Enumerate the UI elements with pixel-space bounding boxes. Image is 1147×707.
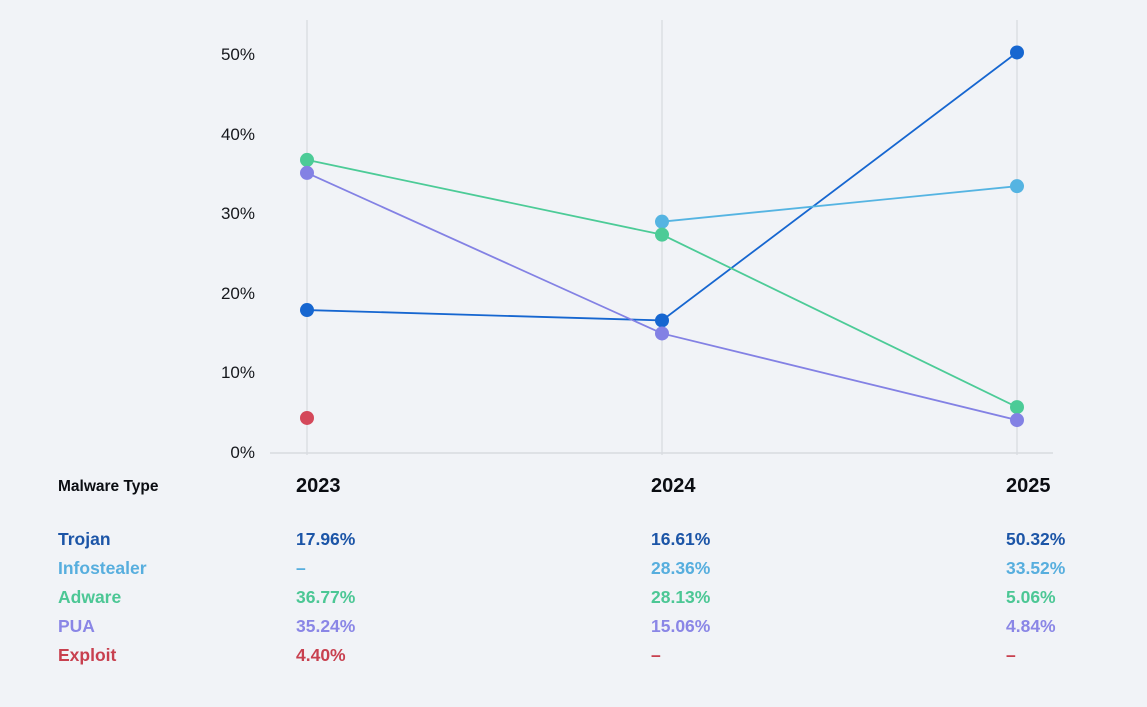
data-point-pua-2023 xyxy=(300,165,314,180)
y-tick-label-40%: 40% xyxy=(220,124,255,144)
y-tick-label-50%: 50% xyxy=(220,45,255,64)
row-value-pua-2024: 15.06% xyxy=(651,616,711,636)
table-row-infostealer: Infostealer – 28.36% 33.52% xyxy=(0,557,1147,579)
table-row-exploit: Exploit 4.40% – – xyxy=(0,644,1147,666)
row-label-adware: Adware xyxy=(58,587,122,607)
chart-canvas xyxy=(270,20,1053,455)
data-point-trojan-2023 xyxy=(300,303,314,318)
row-value-exploit-2025: – xyxy=(1006,645,1016,665)
row-value-pua-2023: 35.24% xyxy=(296,616,356,636)
series-line-infostealer xyxy=(661,185,1018,223)
row-value-trojan-2023: 17.96% xyxy=(296,529,356,549)
data-point-trojan-2025 xyxy=(1010,45,1024,60)
x-axis-label-2023: 2023 xyxy=(296,475,341,497)
y-tick-label-10%: 10% xyxy=(220,363,255,383)
data-point-trojan-2024 xyxy=(655,313,669,328)
malware-type-column-header: Malware Type xyxy=(58,478,159,495)
row-value-adware-2023: 36.77% xyxy=(296,587,356,607)
row-value-pua-2025: 4.84% xyxy=(1006,616,1056,636)
row-value-infostealer-2023: – xyxy=(296,558,306,578)
y-tick-label-0%: 0% xyxy=(230,443,255,462)
row-value-exploit-2023: 4.40% xyxy=(296,645,346,665)
row-value-exploit-2024: – xyxy=(651,645,661,665)
table-row-pua: PUA 35.24% 15.06% 4.84% xyxy=(0,615,1147,637)
row-value-infostealer-2025: 33.52% xyxy=(1006,558,1066,578)
data-point-infostealer-2024 xyxy=(655,214,669,229)
table-header-row: Malware Type 2023 2024 2025 xyxy=(0,473,1147,499)
y-tick-label-30%: 30% xyxy=(220,204,255,224)
data-point-pua-2024 xyxy=(655,326,669,341)
row-label-trojan: Trojan xyxy=(58,529,111,549)
row-value-adware-2025: 5.06% xyxy=(1006,587,1056,607)
data-point-adware-2023 xyxy=(300,152,314,167)
row-value-infostealer-2024: 28.36% xyxy=(651,558,711,578)
row-value-adware-2024: 28.13% xyxy=(651,587,711,607)
row-label-exploit: Exploit xyxy=(58,645,117,665)
malware-trend-line-chart: 0% 10% 20% 30% 40% 50% xyxy=(220,20,1053,462)
table-row-trojan: Trojan 17.96% 16.61% 50.32% xyxy=(0,528,1147,550)
data-point-infostealer-2025 xyxy=(1010,179,1024,194)
row-label-pua: PUA xyxy=(58,616,95,636)
table-row-adware: Adware 36.77% 28.13% 5.06% xyxy=(0,586,1147,608)
data-point-exploit-2023 xyxy=(300,410,314,425)
data-point-adware-2024 xyxy=(655,227,669,242)
row-value-trojan-2025: 50.32% xyxy=(1006,529,1066,549)
data-point-pua-2025 xyxy=(1010,413,1024,428)
row-label-infostealer: Infostealer xyxy=(58,558,147,578)
data-point-adware-2025 xyxy=(1010,400,1024,415)
row-value-trojan-2024: 16.61% xyxy=(651,529,711,549)
x-axis-label-2024: 2024 xyxy=(651,475,696,497)
x-axis-label-2025: 2025 xyxy=(1006,475,1051,497)
y-tick-label-20%: 20% xyxy=(220,283,255,303)
